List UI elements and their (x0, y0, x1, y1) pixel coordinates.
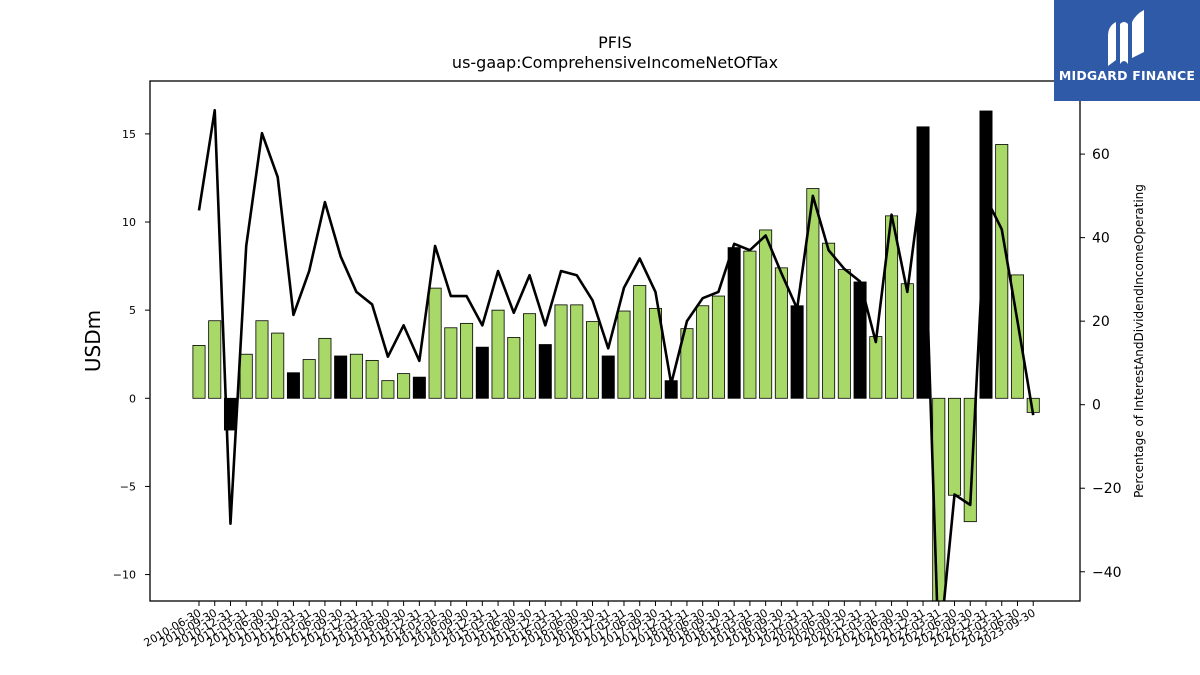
y-tick-label: 0 (129, 392, 136, 405)
bar (648, 307, 662, 399)
bar (412, 376, 426, 399)
bar (806, 188, 820, 399)
y2-axis-label: Percentage of InterestAndDividendIncomeO… (1132, 184, 1146, 498)
bar (286, 372, 300, 399)
bar (696, 305, 710, 399)
bar (334, 355, 348, 399)
bar (475, 346, 489, 399)
chart-title: PFIS (598, 33, 632, 52)
y2-tick-label: 40 (1092, 231, 1110, 247)
bar (523, 313, 537, 399)
bar (995, 144, 1009, 399)
chart-subtitle: us-gaap:ComprehensiveIncomeNetOfTax (452, 53, 778, 72)
bar (601, 355, 615, 399)
bar (428, 287, 442, 399)
bar (239, 353, 253, 399)
bar (255, 320, 269, 399)
y2-tick-label: −40 (1092, 565, 1122, 581)
bar (349, 353, 363, 399)
bar (948, 397, 962, 496)
y2-tick-label: −20 (1092, 481, 1122, 497)
y-tick-label: 5 (129, 304, 136, 317)
y-tick-label: −10 (113, 569, 136, 582)
bar (538, 344, 552, 399)
bar (507, 337, 521, 399)
bar (208, 320, 222, 399)
logo-text: MIDGARD FINANCE (1058, 68, 1196, 83)
line-series (197, 108, 1035, 601)
bar (979, 110, 993, 399)
plot-frame (149, 80, 1081, 602)
y-axis-label: USDm (81, 310, 105, 372)
bar (774, 267, 788, 399)
bar (381, 380, 395, 399)
bar (460, 322, 474, 399)
y-tick-label: −5 (120, 480, 136, 493)
y-tick-label: 15 (122, 128, 136, 141)
midgard-logo-icon (1108, 10, 1144, 66)
bar (586, 321, 600, 399)
y2-tick-label: 20 (1092, 314, 1110, 330)
bar (633, 285, 647, 399)
bar (554, 304, 568, 399)
bar (727, 247, 741, 399)
bar (680, 328, 694, 399)
bar (570, 304, 584, 399)
bar (790, 305, 804, 399)
y2-tick-label: 60 (1092, 147, 1110, 163)
bar (837, 269, 851, 399)
bar (759, 229, 773, 399)
bar (822, 242, 836, 399)
bar (397, 373, 411, 399)
bar (711, 295, 725, 399)
bar (743, 250, 757, 399)
y2-tick-label: 0 (1092, 398, 1101, 414)
bar (491, 309, 505, 399)
bar (900, 283, 914, 399)
bar (192, 345, 206, 399)
bar (869, 336, 883, 399)
bar (302, 359, 316, 399)
bar (271, 332, 285, 399)
bar (365, 359, 379, 399)
logo-badge: MIDGARD FINANCE (1054, 0, 1200, 101)
bar (444, 327, 458, 399)
bar (318, 337, 332, 399)
bar (617, 310, 631, 399)
y-tick-label: 10 (122, 216, 136, 229)
